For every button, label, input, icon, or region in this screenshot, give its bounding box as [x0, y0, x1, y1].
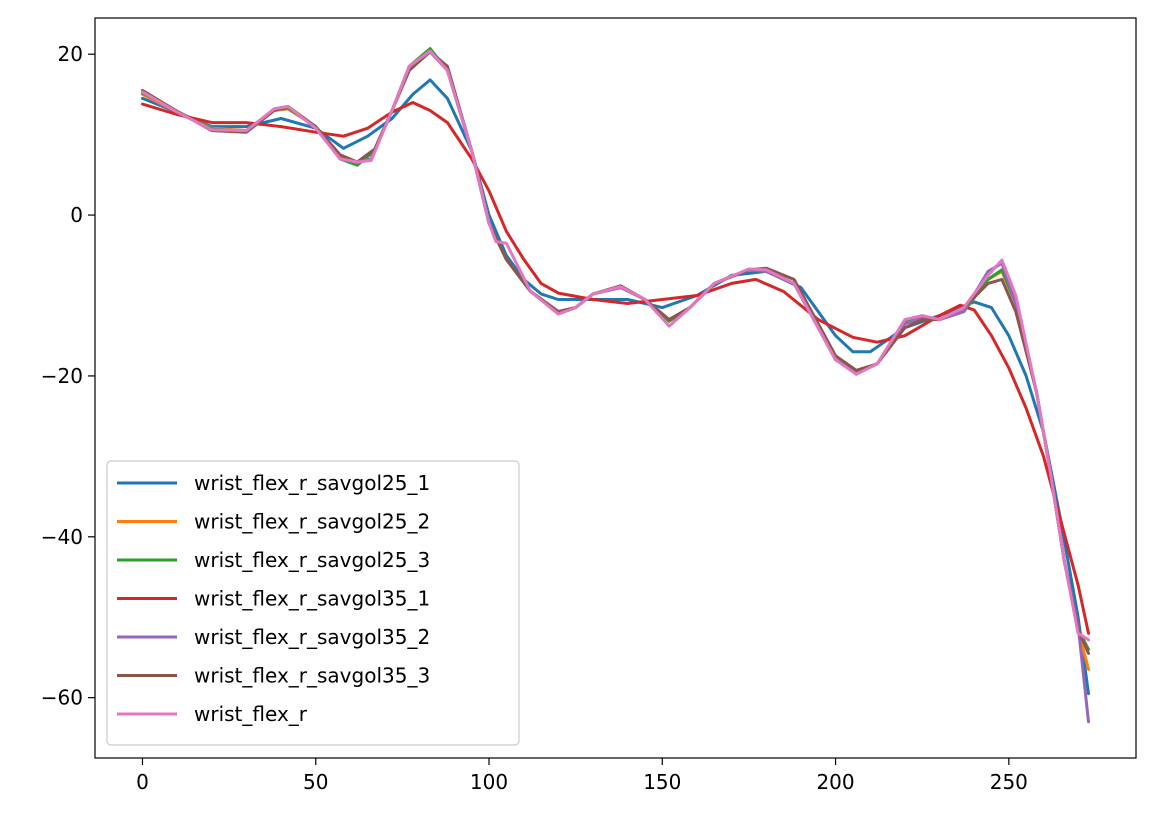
x-axis-ticks: 0 50 100 150 200 250: [136, 758, 1028, 794]
series-layer: [141, 47, 1090, 724]
x-tick-label: 150: [643, 770, 681, 794]
x-tick-label: 100: [470, 770, 508, 794]
legend-label: wrist_flex_r_savgol35_1: [194, 587, 430, 611]
series-line-wrist-flex-r: [141, 49, 1090, 642]
y-tick-label: −60: [41, 686, 83, 710]
legend-label: wrist_flex_r_savgol25_3: [194, 548, 430, 572]
legend-box: [106, 460, 520, 746]
series-line-wrist-flex-r-savgol35-1: [141, 101, 1090, 635]
x-tick-label: 250: [990, 770, 1028, 794]
legend-label: wrist_flex_r_savgol25_2: [194, 510, 430, 534]
x-tick-label: 50: [303, 770, 328, 794]
y-tick-label: −40: [41, 525, 83, 549]
legend-label: wrist_flex_r_savgol25_1: [194, 471, 430, 495]
legend-label: wrist_flex_r_savgol35_3: [194, 664, 430, 688]
y-tick-label: −20: [41, 364, 83, 388]
y-tick-label: 0: [70, 203, 83, 227]
x-tick-label: 0: [136, 770, 149, 794]
legend-label: wrist_flex_r: [194, 702, 308, 726]
legend-label: wrist_flex_r_savgol35_2: [194, 625, 430, 649]
plot-frame: [94, 17, 1137, 759]
y-axis-ticks: 20 0 −20 −40 −60: [41, 42, 95, 710]
series-line-wrist-flex-r-savgol25-1: [141, 78, 1090, 696]
legend: wrist_flex_r_savgol25_1 wrist_flex_r_savg…: [106, 460, 520, 746]
x-tick-label: 200: [816, 770, 854, 794]
y-tick-label: 20: [58, 42, 83, 66]
